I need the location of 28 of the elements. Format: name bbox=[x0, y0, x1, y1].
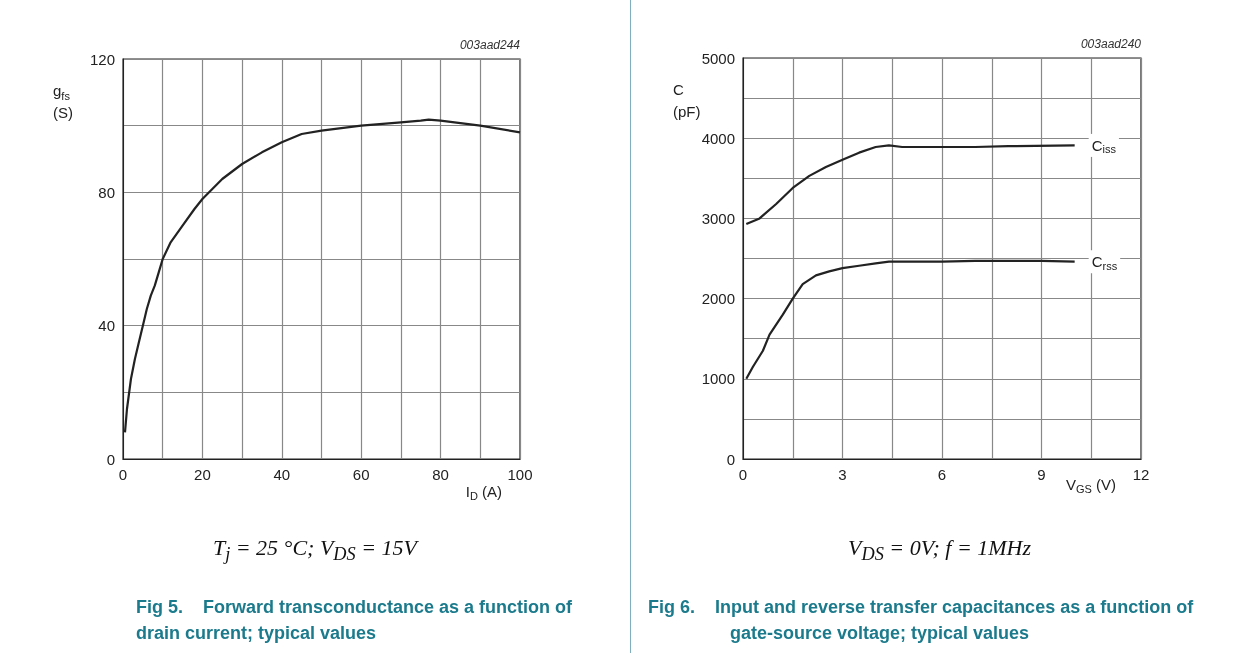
y-tick-label: 0 bbox=[726, 450, 735, 468]
x-tick-label: 0 bbox=[738, 466, 748, 483]
x-tick-label: 20 bbox=[194, 466, 211, 483]
text: V$_{DS}$ = 0V; f = 1MHz bbox=[846, 535, 1033, 566]
y-tick-label: 40 bbox=[98, 317, 115, 335]
y-tick-label: 1000 bbox=[701, 370, 735, 388]
x-tick-label: 9 bbox=[1037, 466, 1046, 483]
y-tick-label: 0 bbox=[106, 450, 115, 468]
y-axis-title: C (pF) bbox=[673, 80, 701, 120]
text: 003aad244 bbox=[459, 38, 521, 52]
y-tick-label: 5000 bbox=[701, 49, 735, 67]
x-tick-label: 6 bbox=[937, 466, 947, 483]
y-tick-label: 2000 bbox=[701, 290, 735, 308]
x-tick-label: 40 bbox=[273, 466, 291, 483]
x-tick-label: 3 bbox=[838, 466, 847, 483]
x-tick-label: 12 bbox=[1132, 466, 1150, 483]
y-tick-label: 120 bbox=[89, 50, 115, 68]
x-tick-label: 0 bbox=[118, 466, 128, 483]
y-tick-label: 4000 bbox=[701, 129, 735, 147]
x-tick-label: 60 bbox=[352, 466, 370, 483]
text: Fig 6. Input and reverse transfer capacitances as a function of gate-source voltage; typical values bbox=[648, 594, 1240, 646]
x-tick-label: 80 bbox=[432, 466, 449, 483]
y-tick-label: 3000 bbox=[701, 209, 735, 227]
x-tick-label: 100 bbox=[507, 466, 533, 483]
text: T$_{j}$ = 25 °C; V$_{DS}$ = 15V bbox=[211, 535, 420, 566]
text: 003aad240 bbox=[1080, 37, 1142, 51]
text: Fig 5. Forward transconductance as a function of drain current; typical values bbox=[136, 594, 586, 646]
y-tick-label: 80 bbox=[98, 183, 115, 201]
